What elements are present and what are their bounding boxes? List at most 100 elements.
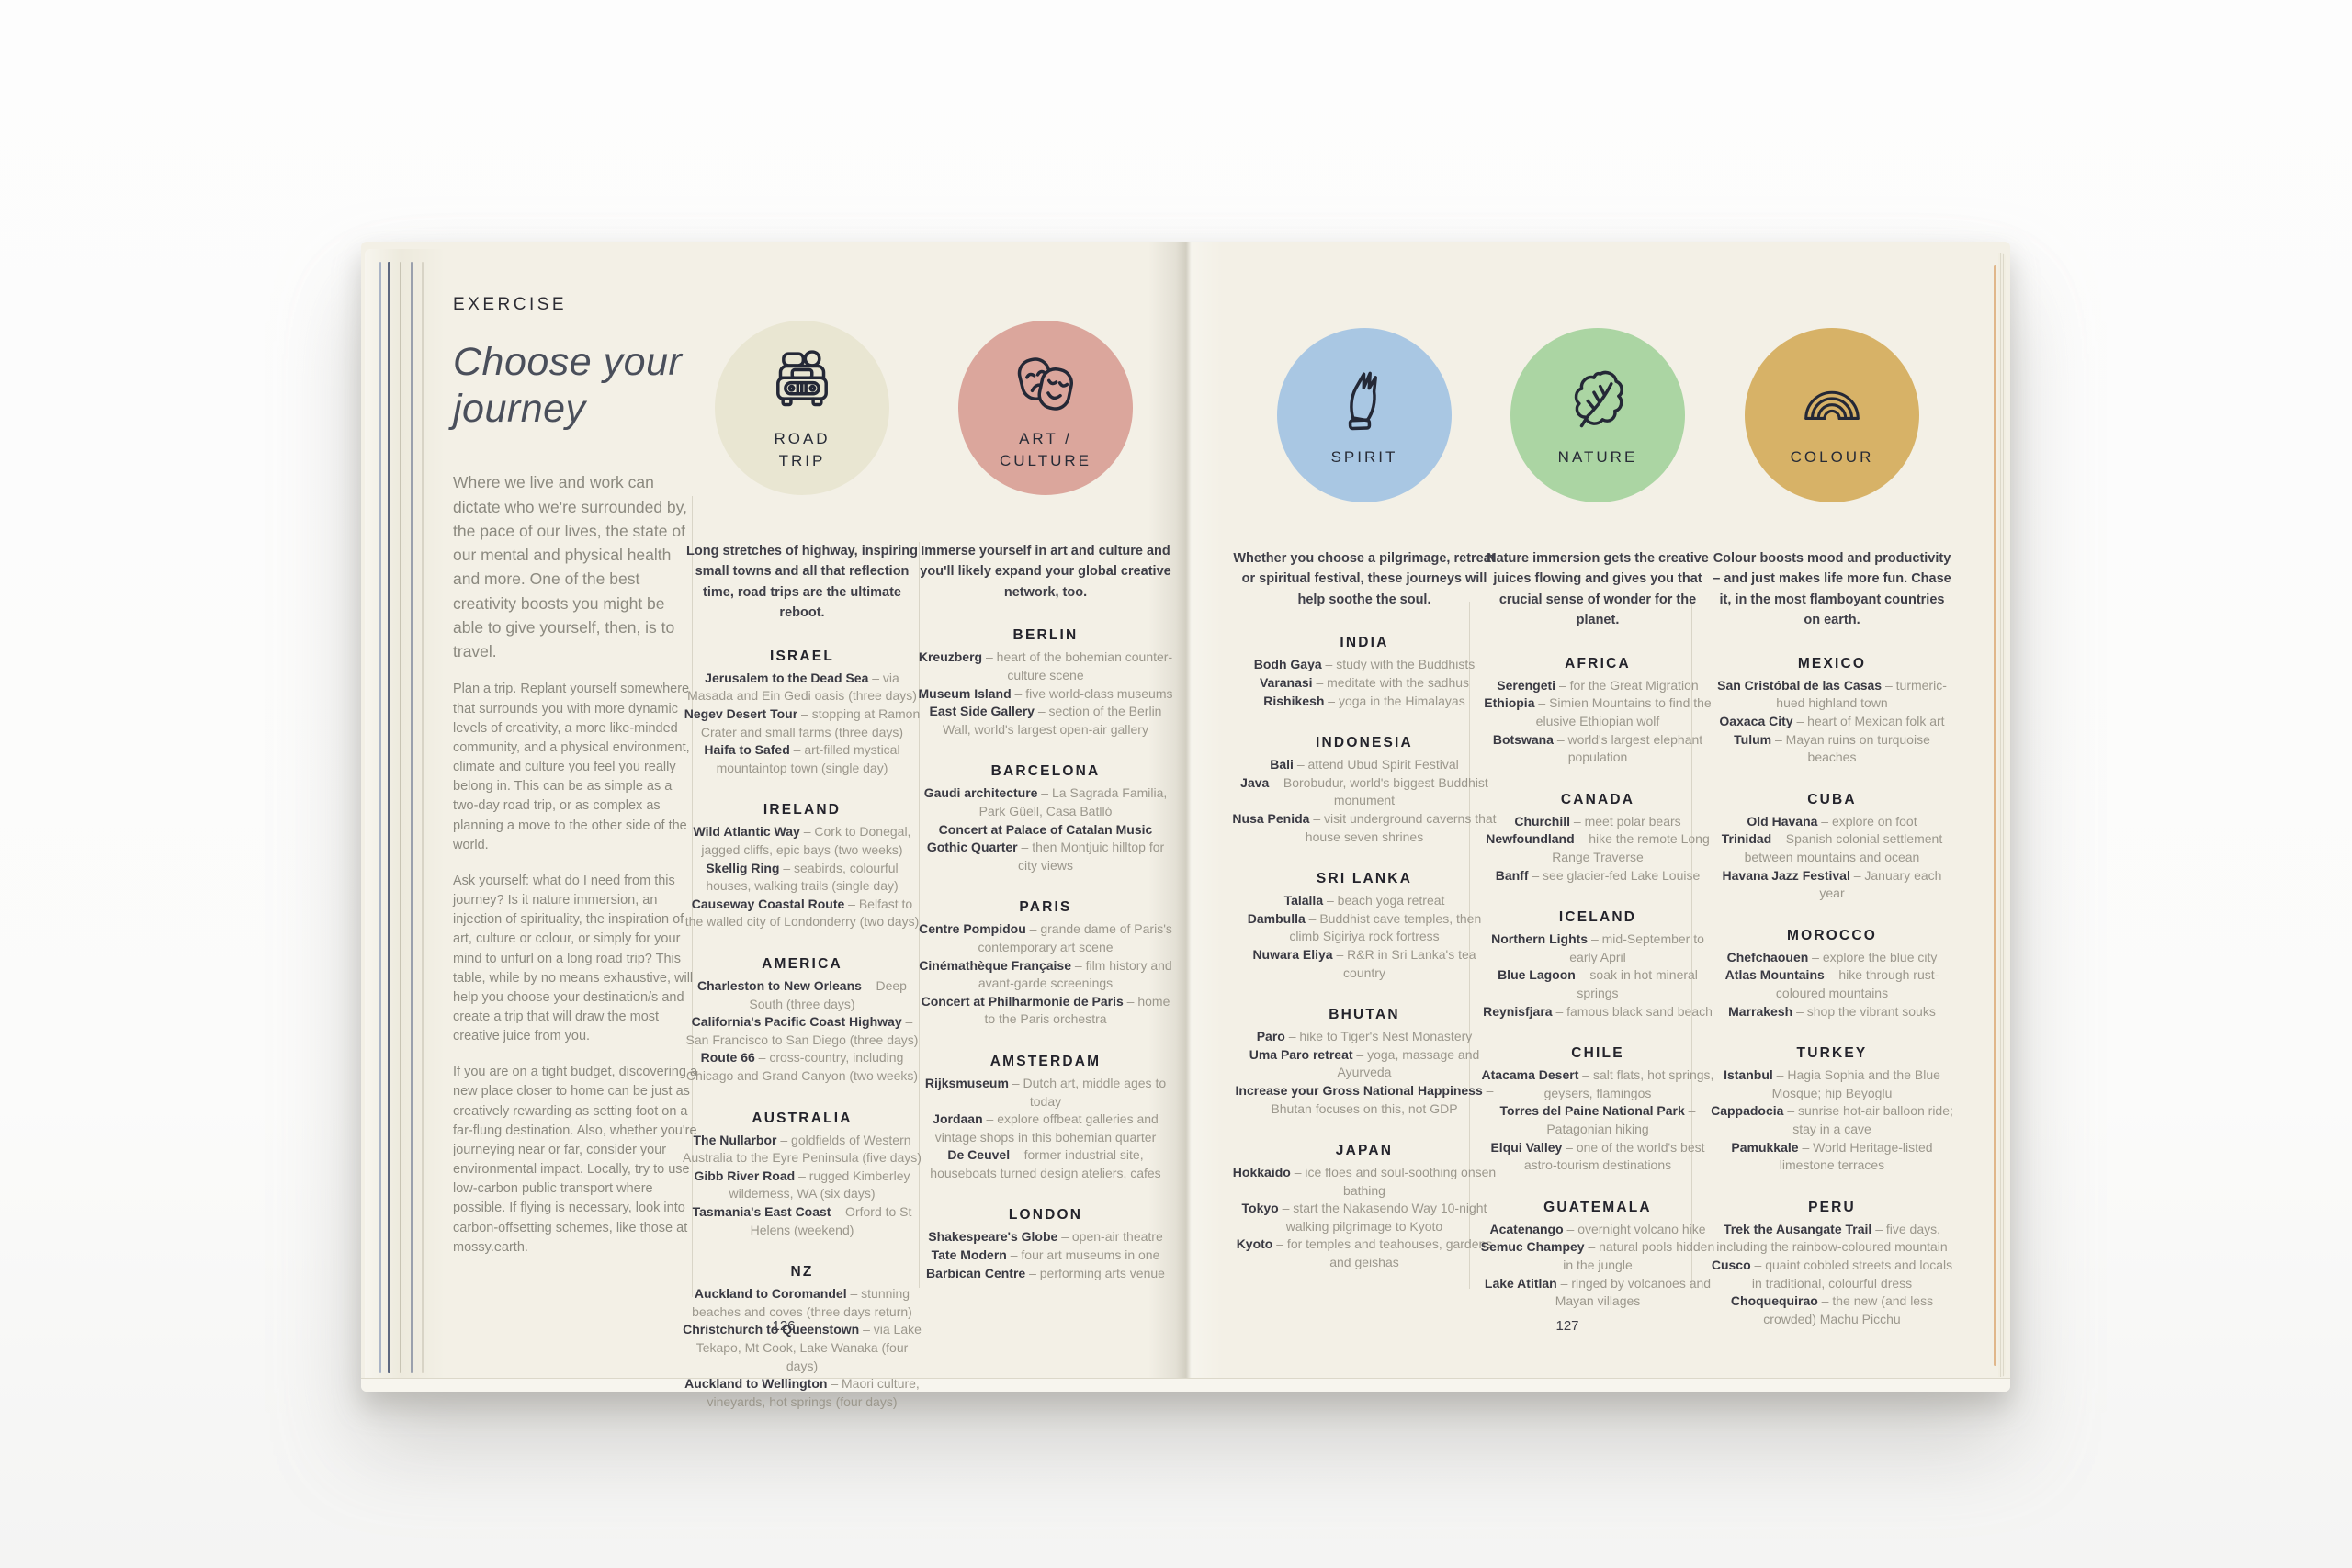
destination-entry: Talalla – beach yoga retreat [1232, 892, 1497, 910]
column-divider [1691, 602, 1692, 1289]
destination-name: Jordaan [933, 1111, 983, 1127]
category-intro: Colour boosts mood and productivity – an… [1713, 551, 1951, 628]
destination-name: Bodh Gaya [1253, 657, 1322, 672]
column-art-culture: ART / CULTURE Immerse yourself in art and … [916, 321, 1175, 1282]
destination-description: – turmeric-hued highland town [1776, 677, 1947, 711]
destination-entry: Skellig Ring – seabirds, colourful house… [683, 860, 922, 896]
destination-entry: Museum Island – five world-class museums [916, 685, 1175, 704]
category-intro: Immerse yourself in art and culture and … [920, 544, 1171, 600]
destination-description: – Simien Mountains to find the elusive E… [1534, 695, 1712, 729]
destination-name: Haifa to Safed [704, 742, 790, 758]
country-heading: AFRICA [1565, 655, 1631, 671]
country-heading: ISRAEL [769, 648, 835, 664]
destination-description: – explore the blue city [1808, 949, 1938, 964]
country-heading: PARIS [1019, 899, 1072, 916]
intro-paragraph: Plan a trip. Replant yourself somewhere … [453, 682, 690, 852]
destination-entry: Tate Modern – four art museums in one [916, 1247, 1175, 1265]
praying-hands-icon [1325, 363, 1404, 442]
destination-entry: Tokyo – start the Nakasendo Way 10-night… [1232, 1200, 1497, 1235]
destination-entry: California's Pacific Coast Highway – San… [683, 1013, 922, 1049]
column-colour: COLOUR Colour boosts mood and productivit… [1710, 328, 1954, 1328]
destination-name: Museum Island [918, 685, 1012, 701]
intro-paragraph: Ask yourself: what do I need from this j… [453, 873, 694, 1044]
destination-name: Atlas Mountains [1724, 967, 1825, 983]
destination-name: Wild Atlantic Way [693, 824, 800, 840]
category-label: SPIRIT [1330, 447, 1398, 466]
destination-name: Java [1240, 774, 1270, 790]
country-heading: MEXICO [1797, 655, 1867, 671]
destination-name: Acatenango [1489, 1221, 1564, 1236]
destination-name: Trek the Ausangate Trail [1723, 1221, 1872, 1236]
leaf-icon [1558, 363, 1637, 442]
destination-name: Cusco [1711, 1257, 1751, 1272]
destination-entry: Route 66 – cross-country, including Chic… [683, 1049, 922, 1085]
column-divider [919, 542, 920, 1288]
destination-name: Negev Desert Tour [684, 706, 798, 722]
country-heading: ICELAND [1558, 909, 1637, 926]
category-label: ROAD TRIP [774, 429, 831, 469]
destination-name: Talalla [1283, 893, 1324, 908]
destination-name: Elqui Valley [1490, 1139, 1563, 1155]
destination-name: Havana Jazz Festival [1722, 867, 1850, 883]
destination-description: – five world-class museums [1011, 685, 1173, 701]
destination-name: Shakespeare's Globe [928, 1229, 1058, 1245]
destination-name: Tulum [1734, 731, 1772, 747]
destination-description: – former industrial site, houseboats tur… [930, 1147, 1161, 1180]
destination-name: Old Havana [1747, 813, 1818, 829]
intro-paragraph: Where we live and work can dictate who w… [453, 473, 687, 661]
destination-description: – ringed by volcanoes and Mayan villages [1555, 1275, 1712, 1309]
destination-name: Gaudi architecture [923, 785, 1038, 801]
cover-bottom-edge [361, 1378, 2010, 1392]
destination-entry: Cinémathèque Française – film history an… [916, 957, 1175, 993]
category-circle-art-culture: ART / CULTURE [958, 321, 1133, 495]
country-heading: BERLIN [1012, 627, 1079, 644]
destination-name: Semuc Champey [1480, 1239, 1585, 1255]
destination-name: Blue Lagoon [1498, 967, 1576, 983]
destination-entry: Acatenango – overnight volcano hike [1476, 1221, 1719, 1239]
destination-entry: Rishikesh – yoga in the Himalayas [1232, 693, 1497, 711]
destination-name: East Side Gallery [929, 704, 1035, 719]
destination-description: – rugged Kimberley wilderness, WA (six d… [729, 1168, 910, 1201]
destination-name: The Nullarbor [693, 1132, 777, 1147]
destination-description: – via Masada and Ein Gedi oasis (three d… [687, 670, 917, 704]
destination-description: – Spanish colonial settlement between mo… [1744, 831, 1943, 865]
destination-description: – hike through rust-coloured mountains [1775, 967, 1939, 1000]
destination-description: – Patagonian hiking [1546, 1103, 1696, 1136]
destination-entry: Christchurch to Queenstown – via Lake Te… [683, 1321, 922, 1375]
destination-name: Route 66 [700, 1050, 755, 1066]
destination-name: Banff [1495, 867, 1529, 883]
destination-description: – Cork to Donegal, jagged cliffs, epic b… [701, 824, 911, 858]
destination-name: Concert at Philharmonie de Paris [921, 993, 1124, 1009]
destination-name: Cinémathèque Française [919, 957, 1071, 973]
destination-name: Increase your Gross National Happiness [1235, 1082, 1483, 1098]
destination-name: Dambulla [1247, 910, 1306, 926]
page-edge-streak [379, 262, 381, 1373]
destination-name: Auckland to Wellington [684, 1376, 828, 1392]
destination-description: – Maori culture, vineyards, hot springs … [707, 1376, 920, 1409]
destination-entry: Trinidad – Spanish colonial settlement b… [1710, 830, 1954, 866]
destination-name: Serengeti [1497, 677, 1556, 693]
destination-entry: Paro – hike to Tiger's Nest Monastery [1232, 1028, 1497, 1046]
destination-description: – heart of the bohemian counter-culture … [982, 649, 1173, 682]
destination-description: – overnight volcano hike [1563, 1221, 1706, 1236]
destination-entry: Java – Borobudur, world's biggest Buddhi… [1232, 774, 1497, 810]
country-heading: TURKEY [1796, 1045, 1868, 1062]
destination-entry: Kyoto – for temples and teahouses, garde… [1232, 1235, 1497, 1271]
destination-description: – grande dame of Paris's contemporary ar… [978, 921, 1172, 954]
destination-entry: Nusa Penida – visit underground caverns … [1232, 810, 1497, 846]
destination-description: – Belfast to the walled city of Londonde… [684, 896, 920, 930]
destination-name: Skellig Ring [706, 860, 780, 875]
destination-entry: Cusco – quaint cobbled streets and local… [1710, 1257, 1954, 1292]
destination-description: – yoga, massage and Ayurveda [1337, 1046, 1480, 1080]
destination-name: Newfoundland [1486, 831, 1575, 847]
destination-entry: Gibb River Road – rugged Kimberley wilde… [683, 1168, 922, 1203]
destination-description: – stunning beaches and coves (three days… [692, 1286, 912, 1319]
country-heading: BARCELONA [990, 763, 1101, 780]
destination-entry: Gaudi architecture – La Sagrada Familia,… [916, 784, 1175, 820]
destination-description: – performing arts venue [1025, 1265, 1165, 1280]
country-heading: AMSTERDAM [989, 1053, 1102, 1069]
destination-entry: Rijksmuseum – Dutch art, middle ages to … [916, 1075, 1175, 1111]
country-heading: BHUTAN [1329, 1007, 1400, 1023]
destination-entry: Hokkaido – ice floes and soul-soothing o… [1232, 1164, 1497, 1200]
